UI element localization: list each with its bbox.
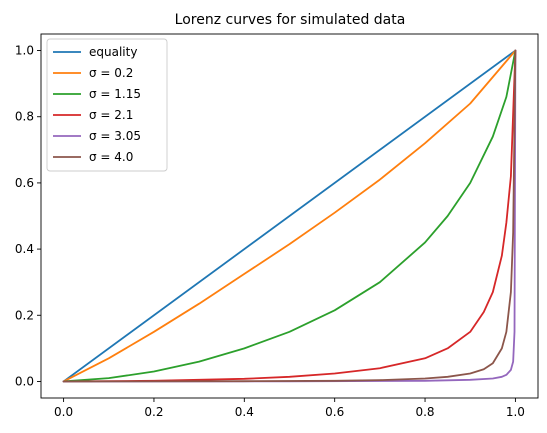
legend-label: σ = 4.0 [89, 150, 133, 164]
axes-frame [40, 33, 539, 399]
y-tick-label: 0.4 [15, 242, 34, 256]
series-line-0 [62, 49, 517, 383]
series-line-5 [62, 49, 517, 383]
y-tick-label: 0.8 [15, 110, 34, 124]
x-tick-label: 0.4 [235, 405, 254, 419]
series-line-2 [62, 49, 517, 383]
y-tick-label: 1.0 [15, 44, 34, 58]
x-tick-label: 0.6 [325, 405, 344, 419]
legend-label: equality [89, 45, 137, 59]
x-tick-label: 0.0 [54, 405, 73, 419]
y-tick-label: 0.0 [15, 374, 34, 388]
x-tick-label: 1.0 [506, 405, 525, 419]
legend-label: σ = 2.1 [89, 108, 133, 122]
plot-area: 0.0 0.2 0.4 0.6 0.8 1.0 0.0 0.2 0.4 0.6 0.8 1.0 equa… [15, 33, 539, 419]
legend-frame [46, 38, 168, 172]
chart-title: Lorenz curves for simulated data [175, 12, 406, 28]
y-tick-label: 0.2 [15, 308, 34, 322]
x-tick-label: 0.8 [415, 405, 434, 419]
legend-label: σ = 3.05 [89, 129, 141, 143]
series-line-3 [62, 49, 517, 383]
series-line-1 [62, 49, 517, 383]
x-tick-label: 0.2 [144, 405, 163, 419]
y-tick-label: 0.6 [15, 176, 34, 190]
legend-label: σ = 0.2 [89, 66, 133, 80]
legend-label: σ = 1.15 [89, 87, 141, 101]
legend: equality σ = 0.2 σ = 1.15 σ = 2.1 σ = 3.05 σ … [46, 38, 168, 172]
